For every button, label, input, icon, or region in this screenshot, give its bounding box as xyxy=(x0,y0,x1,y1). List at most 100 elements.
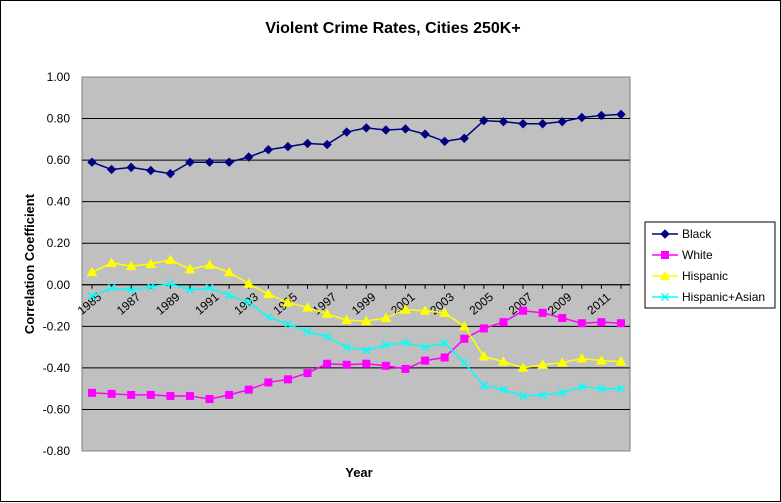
data-point-white xyxy=(519,306,528,315)
data-point-hispanic xyxy=(419,305,431,315)
data-point-white xyxy=(577,319,586,328)
data-point-hispanic-asian xyxy=(499,385,508,394)
data-point-black xyxy=(322,139,332,150)
data-point-black xyxy=(341,127,352,137)
y-tick-label: -0.20 xyxy=(43,319,71,333)
data-point-hispanic-asian xyxy=(225,291,234,300)
data-point-hispanic-asian xyxy=(87,292,97,301)
y-tick-label: -0.80 xyxy=(43,444,71,458)
data-point-black xyxy=(263,145,274,155)
data-point-hispanic-asian xyxy=(127,285,136,295)
data-point-black xyxy=(87,157,97,167)
data-point-hispanic-asian xyxy=(146,282,155,291)
legend-item-hispanic-asian: Hispanic+Asian xyxy=(652,290,765,304)
data-point-black xyxy=(283,141,293,152)
x-marker-stroke xyxy=(107,283,116,292)
x-marker-stroke xyxy=(323,332,332,341)
series-hispanic-asian xyxy=(87,279,626,400)
data-point-black xyxy=(400,124,411,134)
y-tick-label: -0.40 xyxy=(43,361,71,375)
data-point-hispanic xyxy=(165,254,176,264)
data-point-hispanic-asian xyxy=(205,283,214,292)
data-point-hispanic xyxy=(498,356,509,366)
data-point-black xyxy=(577,112,587,123)
data-point-white xyxy=(597,318,606,327)
x-marker-stroke xyxy=(225,291,234,300)
data-point-hispanic-asian xyxy=(362,346,371,355)
data-point-hispanic xyxy=(184,263,196,274)
data-point-black xyxy=(126,162,136,173)
y-tick-label: 0.40 xyxy=(47,195,71,209)
data-point-black xyxy=(616,109,626,120)
x-marker-stroke xyxy=(597,384,606,393)
data-point-hispanic-asian xyxy=(577,382,586,391)
x-marker-stroke xyxy=(660,292,670,302)
x-marker-stroke xyxy=(342,343,351,352)
data-point-black xyxy=(185,157,195,167)
x-marker-stroke xyxy=(127,285,136,295)
legend-marker xyxy=(660,229,670,239)
data-point-white xyxy=(538,308,547,317)
data-point-hispanic-asian xyxy=(460,358,469,367)
data-point-white xyxy=(617,319,625,328)
data-point-hispanic xyxy=(458,320,470,331)
data-point-black xyxy=(204,157,215,167)
data-point-hispanic xyxy=(106,257,117,267)
data-point-hispanic xyxy=(125,260,137,271)
data-point-hispanic xyxy=(596,355,607,365)
y-tick-label: 0.80 xyxy=(47,112,71,126)
y-axis-title: Correlation Coefficient xyxy=(22,193,37,334)
data-point-white xyxy=(558,314,567,323)
x-marker-stroke xyxy=(166,279,175,288)
legend-items: Black White Hispanic Hispanic+Asian xyxy=(652,227,765,304)
data-point-white xyxy=(88,388,96,397)
series-black xyxy=(87,109,626,179)
data-point-white xyxy=(244,385,253,394)
data-point-hispanic-asian xyxy=(538,390,547,399)
data-point-hispanic xyxy=(439,307,451,317)
data-point-hispanic-asian xyxy=(166,279,175,288)
data-point-black xyxy=(420,129,430,139)
y-tick-label: 0.60 xyxy=(47,153,71,167)
data-point-white xyxy=(303,369,312,378)
data-point-white xyxy=(362,359,371,368)
data-point-hispanic-asian xyxy=(381,341,390,350)
data-point-black xyxy=(106,164,117,175)
data-point-hispanic xyxy=(478,350,490,361)
x-marker-stroke xyxy=(440,338,449,347)
data-point-white xyxy=(185,391,194,400)
legend-label: Black xyxy=(682,227,712,241)
data-point-black xyxy=(557,116,567,127)
y-tick-label: -0.60 xyxy=(43,402,71,416)
data-point-hispanic-asian xyxy=(185,285,194,295)
data-point-hispanic xyxy=(145,258,157,268)
series-layer xyxy=(86,109,627,404)
data-point-hispanic xyxy=(517,362,529,372)
series-line-hispanic-asian xyxy=(91,282,621,397)
series-line-black xyxy=(91,113,622,175)
data-point-hispanic-asian xyxy=(264,312,273,322)
data-point-hispanic-asian xyxy=(597,384,606,393)
x-marker-stroke xyxy=(283,320,292,329)
data-point-white xyxy=(225,390,234,399)
series-hispanic xyxy=(86,254,627,372)
series-line-white xyxy=(91,309,622,400)
data-point-hispanic xyxy=(86,266,98,277)
x-marker-stroke xyxy=(460,358,469,367)
data-point-white xyxy=(440,353,449,362)
legend-label: White xyxy=(682,248,713,262)
plot-area xyxy=(81,76,631,452)
x-marker-stroke xyxy=(401,338,410,347)
x-marker-stroke xyxy=(303,327,312,336)
data-point-hispanic-asian xyxy=(558,388,567,397)
data-point-black xyxy=(537,119,548,129)
data-point-hispanic-asian xyxy=(479,381,488,390)
data-point-hispanic xyxy=(262,288,274,299)
data-point-black xyxy=(596,110,607,121)
legend-item-hispanic: Hispanic xyxy=(652,269,728,283)
data-point-black xyxy=(381,125,391,135)
data-point-hispanic-asian xyxy=(303,327,312,336)
data-point-hispanic xyxy=(204,259,215,270)
data-point-white xyxy=(342,360,351,369)
